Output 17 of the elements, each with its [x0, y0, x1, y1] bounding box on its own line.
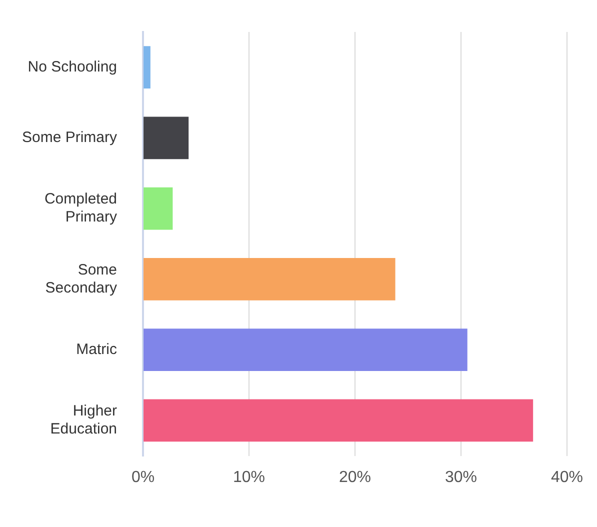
y-tick-label: Matric	[76, 340, 118, 358]
y-tick-label: Higher Education	[50, 402, 118, 438]
bar	[144, 116, 189, 160]
x-tick-label: 0%	[131, 468, 155, 486]
bar	[144, 46, 150, 89]
y-tick-label: Some Primary	[22, 129, 118, 146]
bar	[144, 187, 173, 230]
bar	[144, 328, 468, 372]
x-tick-label: 10%	[232, 468, 266, 486]
x-tick-label: 40%	[550, 468, 584, 486]
bar	[144, 399, 534, 442]
x-tick-label: 20%	[338, 468, 372, 486]
y-tick-label: Some Secondary	[45, 261, 118, 296]
bar	[144, 258, 396, 300]
x-tick-label: 30%	[444, 468, 478, 486]
y-tick-label: No Schooling	[28, 58, 118, 76]
y-tick-label: Completed Primary	[44, 190, 118, 226]
